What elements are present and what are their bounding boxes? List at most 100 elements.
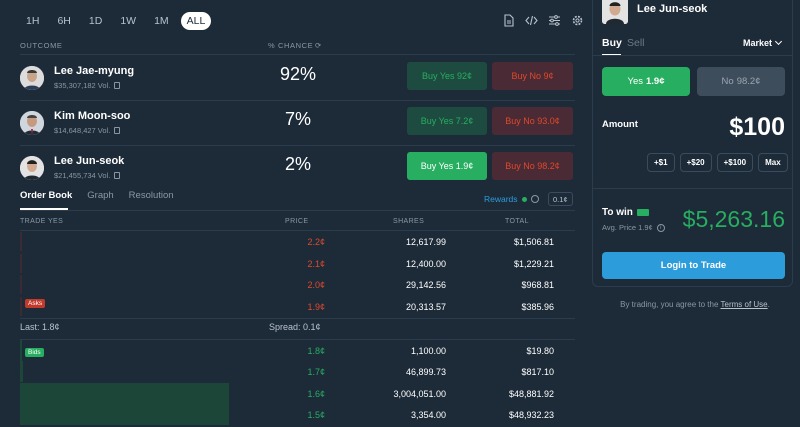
- max-button[interactable]: Max: [758, 153, 788, 172]
- embed-code-icon[interactable]: [525, 14, 538, 27]
- ask-shares: 29,142.56: [405, 280, 446, 290]
- bid-total: $48,881.92: [508, 389, 554, 399]
- sell-tab[interactable]: Sell: [627, 37, 645, 49]
- bid-total: $48,932.23: [508, 410, 554, 420]
- amount-label: Amount: [602, 119, 638, 130]
- add-1-button[interactable]: +$1: [647, 153, 675, 172]
- money-icon: [636, 209, 649, 216]
- spread-selector[interactable]: 0.1¢: [548, 192, 573, 206]
- buy-yes-button[interactable]: Buy Yes 92¢: [407, 62, 487, 90]
- add-100-button[interactable]: +$100: [716, 153, 754, 172]
- buy-no-button[interactable]: Buy No 98.2¢: [492, 152, 573, 180]
- buy-yes-button[interactable]: Buy Yes 1.9¢: [407, 152, 487, 180]
- sliders-icon[interactable]: [548, 14, 561, 27]
- yes-outcome-button[interactable]: Yes 1.9¢: [602, 67, 690, 96]
- outcome-chance: 7%: [284, 109, 311, 129]
- range-1m[interactable]: 1M: [154, 15, 169, 27]
- range-1h[interactable]: 1H: [26, 15, 40, 27]
- average-price: Avg. Price 1.9¢ i: [602, 223, 665, 232]
- settings-gear-icon[interactable]: [571, 14, 584, 27]
- bid-price: 1.6¢: [307, 389, 325, 399]
- outcome-header: OUTCOME: [20, 41, 63, 50]
- login-to-trade-button[interactable]: Login to Trade: [602, 252, 785, 279]
- range-1d[interactable]: 1D: [88, 15, 103, 27]
- ask-total: $1,506.81: [513, 237, 554, 247]
- candidate-avatar: [20, 156, 44, 180]
- bid-row[interactable]: 1.6¢ 3,004,051.00 $48,881.92: [20, 383, 575, 404]
- asks-tag: Asks: [25, 299, 46, 308]
- trophy-icon: [114, 82, 121, 89]
- ask-row[interactable]: 2.1¢ 12,400.00 $1,229.21: [20, 253, 575, 274]
- ask-total: $968.81: [521, 280, 554, 290]
- divider: [20, 210, 575, 211]
- selected-candidate-avatar: [602, 0, 628, 24]
- terms-link[interactable]: Terms of Use: [720, 300, 768, 309]
- selected-outcome-name: Lee Jun-seok: [637, 3, 708, 15]
- last-price: Last: 1.8¢: [20, 322, 60, 332]
- outcome-name: Kim Moon-soo: [54, 110, 131, 122]
- trade-panel: Lee Jun-seok Buy Sell Market Yes 1.9¢ No 9…: [585, 0, 800, 427]
- range-all[interactable]: ALL: [180, 12, 212, 30]
- amount-presets: +$1 +$20 +$100 Max: [647, 153, 788, 172]
- bids-tag: Bids: [25, 348, 44, 357]
- trophy-icon: [114, 172, 121, 179]
- add-20-button[interactable]: +$20: [679, 153, 712, 172]
- bid-shares: 46,899.73: [405, 367, 446, 377]
- tab-order-book[interactable]: Order Book: [20, 190, 73, 201]
- refresh-icon[interactable]: ⟳: [315, 41, 322, 50]
- rewards-info-icon: [530, 195, 539, 203]
- ask-row[interactable]: 2.0¢ 29,142.56 $968.81: [20, 274, 575, 295]
- amount-input[interactable]: $100: [729, 113, 785, 141]
- candidate-avatar: [20, 66, 44, 90]
- outcome-chance: 92%: [279, 64, 317, 84]
- info-icon[interactable]: i: [656, 223, 665, 232]
- rewards-link[interactable]: Rewards: [484, 194, 539, 204]
- ask-row[interactable]: 2.2¢ 12,617.99 $1,506.81: [20, 231, 575, 252]
- outcome-chance: 2%: [284, 154, 311, 174]
- total-header: TOTAL: [505, 218, 529, 225]
- ask-shares: 12,617.99: [405, 237, 446, 247]
- ask-row[interactable]: 1.9¢ 20,313.57 $385.96: [20, 296, 575, 317]
- trade-yes-header: TRADE YES: [20, 218, 64, 225]
- depth-bar: [20, 361, 23, 382]
- bid-shares: 1,100.00: [410, 346, 446, 356]
- ask-price: 1.9¢: [307, 302, 325, 312]
- ask-price: 2.2¢: [307, 237, 325, 247]
- outcome-row[interactable]: Kim Moon-soo $14,648,427 Vol. 7% Buy Yes…: [20, 104, 575, 148]
- terms-notice: By trading, you agree to the Terms of Us…: [620, 300, 770, 309]
- outcome-row[interactable]: Lee Jun-seok $21,455,734 Vol. 2% Buy Yes…: [20, 149, 575, 193]
- tab-graph[interactable]: Graph: [87, 190, 114, 201]
- buy-yes-button[interactable]: Buy Yes 7.2¢: [407, 107, 487, 135]
- depth-bar: [20, 383, 229, 404]
- buy-no-button[interactable]: Buy No 9¢: [492, 62, 573, 90]
- divider: [20, 145, 575, 146]
- bid-total: $817.10: [521, 367, 554, 377]
- bid-row[interactable]: 1.5¢ 3,354.00 $48,932.23: [20, 404, 575, 425]
- outcome-row[interactable]: Lee Jae-myung $35,307,182 Vol. 92% Buy Y…: [20, 59, 575, 103]
- bid-row[interactable]: 1.8¢ 1,100.00 $19.80: [20, 340, 575, 361]
- ask-shares: 12,400.00: [405, 259, 446, 269]
- spread-value: Spread: 0.1¢: [269, 322, 321, 332]
- divider: [20, 230, 575, 231]
- buy-tab[interactable]: Buy: [602, 37, 622, 49]
- depth-bar: [20, 404, 229, 425]
- depth-bar: [20, 297, 22, 316]
- buy-no-button[interactable]: Buy No 93.0¢: [492, 107, 573, 135]
- divider: [593, 55, 792, 56]
- chevron-down-icon: [774, 37, 783, 46]
- order-type-dropdown[interactable]: Market: [743, 37, 783, 48]
- range-1w[interactable]: 1W: [120, 15, 137, 27]
- candidate-avatar: [20, 111, 44, 135]
- toolbar: [502, 14, 584, 27]
- depth-bar: [20, 340, 22, 361]
- depth-bar: [20, 254, 22, 273]
- live-dot-icon: [521, 196, 527, 202]
- range-6h[interactable]: 6H: [57, 15, 71, 27]
- document-icon[interactable]: [502, 14, 515, 27]
- bid-row[interactable]: 1.7¢ 46,899.73 $817.10: [20, 361, 575, 382]
- no-outcome-button[interactable]: No 98.2¢: [697, 67, 785, 96]
- tab-resolution[interactable]: Resolution: [128, 190, 174, 201]
- outcome-volume: $35,307,182 Vol.: [54, 81, 121, 90]
- market-main: 1H 6H 1D 1W 1M ALL OUTCOME % CHANCE ⟳ Le…: [20, 12, 584, 425]
- outcome-volume: $21,455,734 Vol.: [54, 171, 121, 180]
